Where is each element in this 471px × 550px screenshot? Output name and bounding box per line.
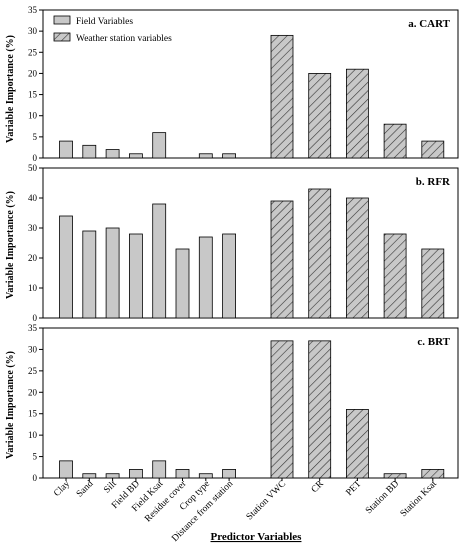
y-tick-label: 35 xyxy=(28,323,38,333)
bar-distance-from-station xyxy=(222,469,237,479)
legend-label-field: Field Variables xyxy=(76,17,133,27)
x-tick-label: Station BD xyxy=(364,479,401,516)
bar-crop-type xyxy=(198,473,213,479)
y-tick-label: 10 xyxy=(28,283,38,293)
bar-station-vwc xyxy=(270,200,294,319)
y-tick-label: 0 xyxy=(33,313,38,323)
x-tick-label: CR xyxy=(310,479,327,496)
bar-field-ksat xyxy=(152,460,167,479)
bar-pet xyxy=(345,68,369,159)
y-tick-label: 10 xyxy=(28,430,38,440)
legend-swatch-field xyxy=(53,15,71,25)
bar-station-ksat xyxy=(421,248,445,319)
bar-station-bd xyxy=(383,233,407,319)
x-tick-label: Station VWC xyxy=(245,479,288,522)
bar-cr xyxy=(308,188,332,319)
bar-field-bd xyxy=(128,153,143,159)
bar-sand xyxy=(82,144,97,159)
panel-label: b. RFR xyxy=(416,176,451,188)
bar-clay xyxy=(59,215,73,319)
bar-cr xyxy=(308,340,332,479)
panel-frame xyxy=(42,9,459,159)
x-tick-label: Sand xyxy=(75,479,96,500)
y-axis-label-3: Variable Importance (%) xyxy=(5,351,16,459)
y-tick-label: 25 xyxy=(28,366,38,376)
y-tick-label: 15 xyxy=(28,90,38,100)
bar-station-bd xyxy=(383,473,407,479)
legend: Field Variables Weather station variable… xyxy=(53,15,172,44)
y-tick-label: 40 xyxy=(28,193,38,203)
y-tick-label: 20 xyxy=(28,387,38,397)
y-axis-label-2: Variable Importance (%) xyxy=(5,191,16,299)
bar-sand xyxy=(82,473,97,479)
bar-station-bd xyxy=(383,123,407,159)
y-tick-label: 35 xyxy=(28,5,38,15)
bar-cr xyxy=(308,73,332,159)
y-tick-label: 30 xyxy=(28,26,38,36)
y-tick-label: 0 xyxy=(33,153,38,163)
panel-frame xyxy=(42,327,459,479)
panel-label: c. BRT xyxy=(417,336,450,348)
y-tick-label: 30 xyxy=(28,344,38,354)
bar-residue-cover xyxy=(175,469,190,479)
panel-1: 0 5 10 15 20 25 30 35 a. CART xyxy=(28,5,459,163)
y-tick-label: 25 xyxy=(28,47,38,57)
bar-residue-cover xyxy=(175,248,190,319)
x-tick-label: Station Ksat xyxy=(399,479,439,519)
bar-field-bd xyxy=(128,233,143,319)
bar-station-vwc xyxy=(270,340,294,479)
bar-pet xyxy=(345,197,369,319)
bar-field-ksat xyxy=(152,203,167,319)
bar-crop-type xyxy=(198,153,213,159)
bar-sand xyxy=(82,230,97,319)
bar-distance-from-station xyxy=(222,233,237,319)
legend-label-station: Weather station variables xyxy=(76,34,172,44)
bar-clay xyxy=(59,460,73,479)
x-tick-label: PET xyxy=(345,479,364,498)
bar-crop-type xyxy=(198,236,213,319)
bar-field-bd xyxy=(128,469,143,479)
y-tick-label: 10 xyxy=(28,111,38,121)
bar-station-ksat xyxy=(421,140,445,159)
bar-field-ksat xyxy=(152,132,167,159)
y-tick-label: 0 xyxy=(33,473,38,483)
x-tick-label: Clay xyxy=(52,479,72,499)
y-tick-label: 30 xyxy=(28,223,38,233)
panel-2: 0 10 20 30 40 50 b. RFR xyxy=(28,163,459,323)
panel-label: a. CART xyxy=(408,18,450,30)
bar-station-ksat xyxy=(421,469,445,479)
x-axis-label: Predictor Variables xyxy=(211,531,303,543)
bar-distance-from-station xyxy=(222,153,237,159)
bar-pet xyxy=(345,409,369,479)
y-tick-label: 50 xyxy=(28,163,38,173)
y-tick-label: 5 xyxy=(33,452,38,462)
panel-frame xyxy=(42,167,459,319)
bar-silt xyxy=(105,473,120,479)
bar-station-vwc xyxy=(270,34,294,159)
y-tick-label: 15 xyxy=(28,409,38,419)
y-tick-label: 20 xyxy=(28,68,38,78)
bar-silt xyxy=(105,227,120,319)
y-tick-label: 20 xyxy=(28,253,38,263)
y-tick-label: 5 xyxy=(33,132,38,142)
x-tick-label: Silt xyxy=(102,479,119,496)
legend-swatch-station xyxy=(53,32,71,42)
bar-clay xyxy=(59,140,73,159)
y-axis-label: Variable Importance (%) xyxy=(5,35,16,143)
bar-silt xyxy=(105,149,120,159)
